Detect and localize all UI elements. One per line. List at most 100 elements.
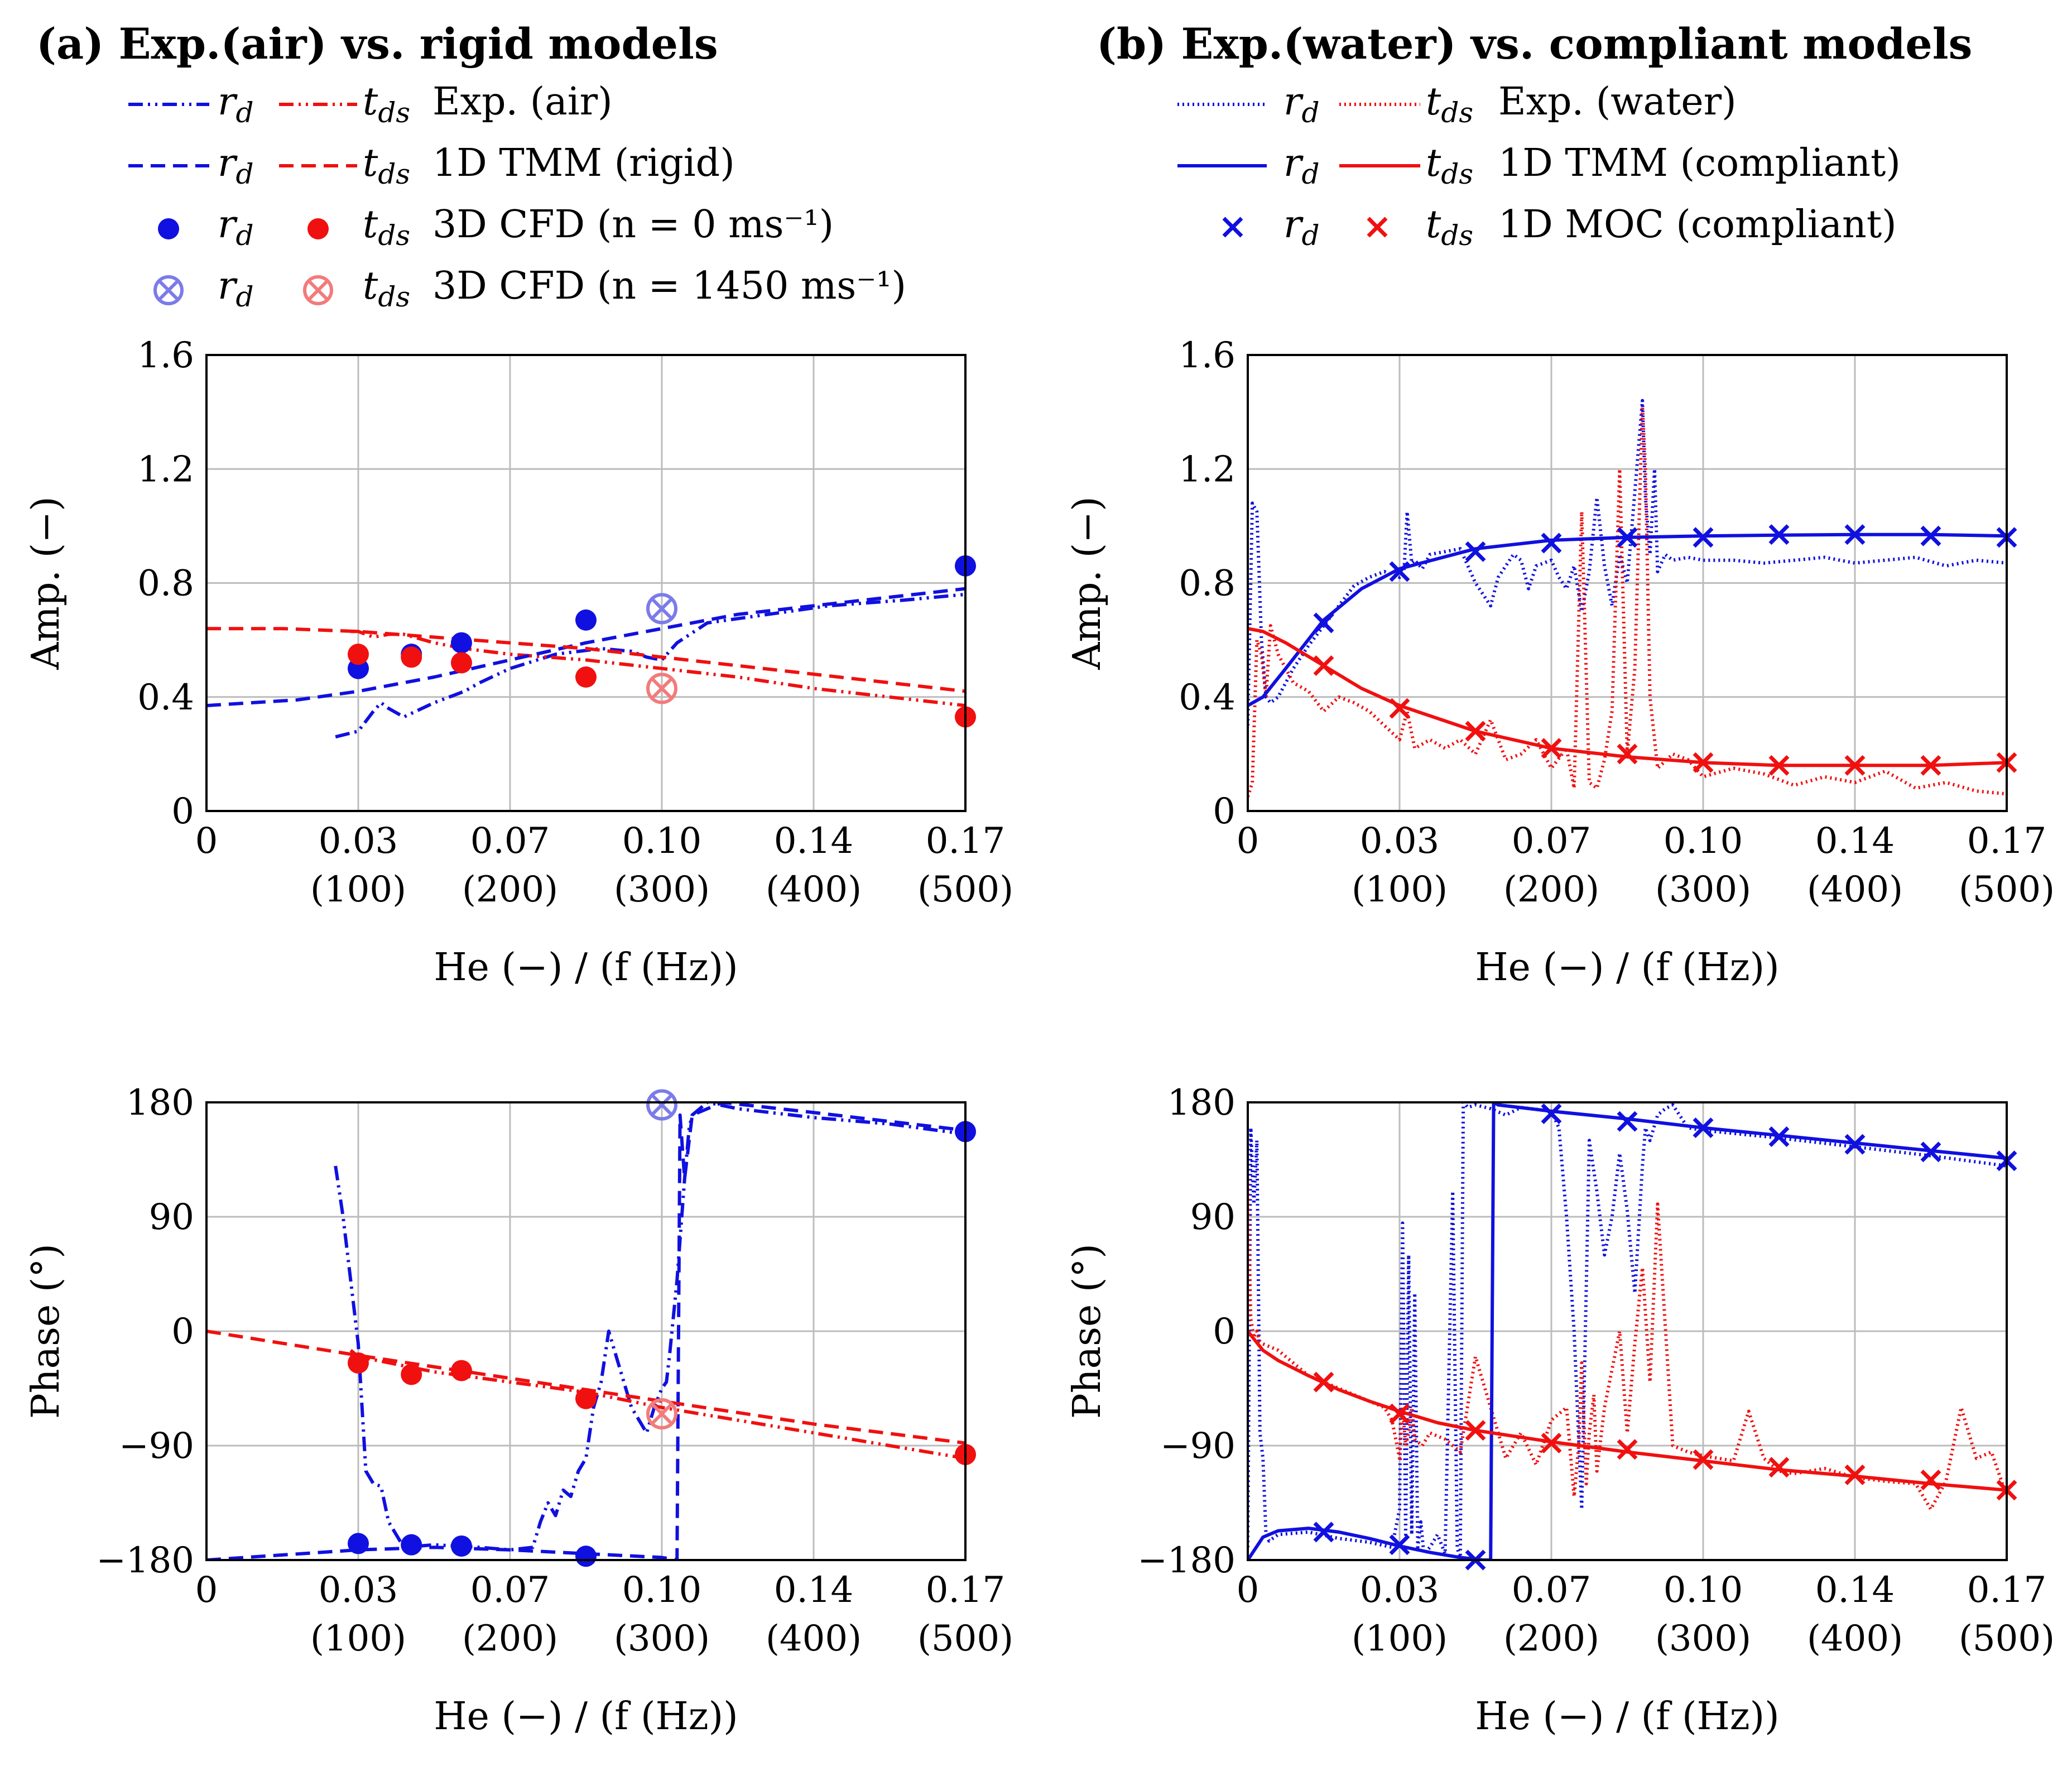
x-tick-label: 0.10 [622,1570,702,1611]
x-tick-label: 0.03 [1360,820,1440,862]
x-tick-label: 0 [195,820,218,862]
data-point [348,644,369,665]
x-tick-label-hz: (500) [1959,869,2055,910]
series-line [206,627,965,693]
data-point-cross [1920,755,1941,776]
y-tick-label: −180 [1137,1540,1235,1581]
plot-frame [205,1101,967,1561]
y-tick-label: 0 [1213,1311,1235,1352]
y-tick-label: −90 [1160,1426,1235,1467]
data-point-cross [1844,524,1866,545]
x-axis-label: He (−) / (f (Hz)) [434,1695,738,1739]
x-tick-label: 0.03 [319,1570,398,1611]
legend-b-moc-r-symbol: rd [1283,203,1320,252]
x-tick-label: 0 [195,1570,218,1611]
data-point-cross [1844,755,1866,776]
data-point-cross [1617,743,1638,765]
x-tick-label-hz: (400) [1807,1618,1903,1659]
data-point [450,1535,472,1557]
data-point-cross [1465,1420,1486,1441]
y-tick-label: 1.6 [137,335,194,376]
legend-a-tmm-r-symbol: rd [218,141,254,190]
panel-a-title: (a) Exp.(air) vs. rigid models [36,19,718,69]
legend-a-cfd0-t-symbol: tds [363,203,410,252]
y-axis-label: Amp. (−) [1065,496,1109,670]
x-tick-label-hz: (100) [310,869,406,910]
data-point-cross [1920,1470,1941,1490]
x-tick-label-hz: (200) [1503,869,1599,910]
legend-b-moc-label: 1D MOC (compliant) [1498,203,1897,247]
legend-b-moc-t-marker [1367,217,1388,238]
x-tick-label: 0.17 [1967,1570,2047,1611]
legend-a-row-cfd1450: rd tds 3D CFD (n = 1450 ms⁻¹) [153,264,906,313]
data-point-cross [1541,532,1562,554]
y-axis-label: Phase (°) [1065,1244,1109,1419]
series-line [1248,1330,2007,1492]
legend-a: rd tds Exp. (air) rd tds 1D TMM (rigid) … [128,80,906,313]
legend-a-cfd1450-t-marker [303,275,333,305]
legend-a-exp-t-symbol: tds [363,80,410,129]
data-point [575,609,597,631]
x-tick-label: 0.07 [1512,1570,1592,1611]
plot-b-amplitude: 0 0.03 (100) 0.07 (200) 0.10 (300) 0.14 (400) 0.1… [1065,335,2055,990]
series-line [350,630,965,708]
series-line [1248,404,2007,798]
data-point-cross [1313,655,1334,676]
x-axis-label: He (−) / (f (Hz)) [1475,946,1779,990]
legend-b-exp-label: Exp. (water) [1498,80,1737,124]
data-point [450,1360,472,1381]
legend-a-row-tmm: rd tds 1D TMM (rigid) [128,141,735,190]
data-point-cross [1313,612,1334,634]
data-point-cross [1389,1403,1410,1424]
data-point-cross [1768,1126,1790,1147]
x-tick-label-hz: (300) [1655,869,1751,910]
y-tick-label: 0 [1213,791,1235,832]
data-point-cross [1920,525,1941,546]
x-tick-label-hz: (300) [614,1618,710,1659]
y-tick-label: 90 [149,1197,194,1238]
y-tick-label: 0 [171,1311,194,1352]
legend-b-tmm-label: 1D TMM (compliant) [1498,141,1901,185]
x-tick-label: 0.03 [1360,1570,1440,1611]
marker-layer [348,555,976,728]
data-point [348,1533,369,1554]
series-line [1248,627,2007,767]
data-point-cross [1617,527,1638,548]
data-point-cross [1844,1464,1866,1485]
plot-a-amplitude: 0 0.03 (100) 0.07 (200) 0.10 (300) 0.14 (400) 0.1… [24,335,1013,990]
data-point-cross [1617,1111,1638,1132]
y-tick-label: 0.4 [137,677,194,718]
data-point-cross [1313,1371,1334,1393]
legend-b-moc-t-symbol: tds [1426,203,1473,252]
x-tick-label: 0.14 [774,820,854,862]
x-axis-label: He (−) / (f (Hz)) [434,946,738,990]
y-tick-label: −90 [119,1426,194,1467]
panel-b-title: (b) Exp.(water) vs. compliant models [1097,19,1972,69]
data-point-otimes [646,1398,677,1430]
series-line [1248,532,2007,707]
data-point-cross [1389,1534,1410,1556]
y-tick-label: 180 [1167,1082,1235,1124]
x-tick-label-hz: (500) [1959,1618,2055,1659]
y-tick-label: 0.8 [1179,563,1235,604]
y-tick-label: 90 [1190,1197,1235,1238]
legend-b-row-tmm: rd tds 1D TMM (compliant) [1177,141,1901,190]
x-axis-label: He (−) / (f (Hz)) [1475,1695,1779,1739]
x-tick-label: 0.14 [1815,1570,1895,1611]
x-tick-label: 0.10 [1664,820,1743,862]
legend-a-cfd1450-r-marker [153,275,184,305]
x-tick-label: 0.07 [470,1570,550,1611]
data-point [450,632,472,654]
x-tick-label-hz: (100) [1352,869,1448,910]
x-tick-label-hz: (200) [462,1618,558,1659]
x-tick-label: 0.10 [622,820,702,862]
legend-a-row-cfd0: rd tds 3D CFD (n = 0 ms⁻¹) [158,203,834,252]
data-point-otimes [646,593,677,625]
data-point-cross [1313,1522,1334,1543]
series-line [1248,399,2007,726]
series-line [334,1102,965,1552]
x-tick-label: 0.14 [774,1570,854,1611]
legend-a-cfd0-r-marker [158,218,179,239]
legend-b-tmm-t-symbol: tds [1426,141,1473,190]
y-tick-label: 1.2 [137,449,194,490]
